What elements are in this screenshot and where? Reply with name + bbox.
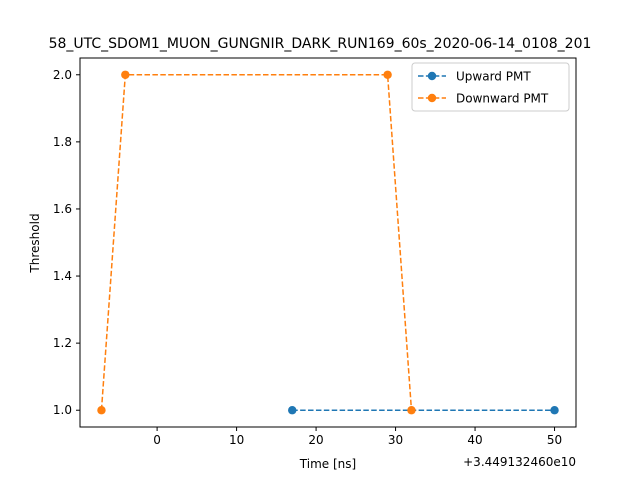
legend-label: Upward PMT (456, 70, 531, 84)
x-tick-label: 40 (467, 433, 482, 447)
data-point (121, 70, 130, 79)
y-tick-label: 1.2 (53, 336, 72, 350)
data-point (383, 70, 392, 79)
axes-frame (79, 57, 577, 428)
data-point (550, 406, 559, 415)
y-axis-label: Threshold (28, 213, 42, 273)
y-tick-label: 1.4 (53, 269, 72, 283)
x-tick-label: 50 (547, 433, 562, 447)
legend-marker (427, 71, 437, 81)
legend-marker (427, 93, 437, 103)
data-point (97, 406, 106, 415)
series-line-2 (100, 74, 413, 411)
y-tick-label: 1.0 (53, 403, 72, 417)
y-tick-label: 2.0 (53, 68, 72, 82)
x-tick-label: 0 (153, 433, 161, 447)
y-tick-label: 1.8 (53, 135, 72, 149)
x-tick-label: 30 (388, 433, 403, 447)
x-offset-label: +3.449132460e10 (463, 455, 576, 469)
x-tick-label: 10 (229, 433, 244, 447)
data-point (288, 406, 297, 415)
legend-box (411, 62, 570, 112)
legend-label: Downward PMT (456, 92, 549, 106)
plot-area (97, 70, 559, 415)
legend: Upward PMT Downward PMT (411, 62, 570, 112)
y-axis-ticks: 1.0 1.2 1.4 1.6 1.8 2.0 (53, 68, 80, 417)
chart-title: 58_UTC_SDOM1_MUON_GUNGNIR_DARK_RUN169_60… (49, 36, 592, 52)
x-tick-label: 20 (308, 433, 323, 447)
data-point (407, 406, 416, 415)
x-axis-label: Time [ns] (299, 457, 356, 471)
x-axis-ticks: 0 10 20 30 40 50 (153, 427, 562, 447)
y-tick-label: 1.6 (53, 202, 72, 216)
